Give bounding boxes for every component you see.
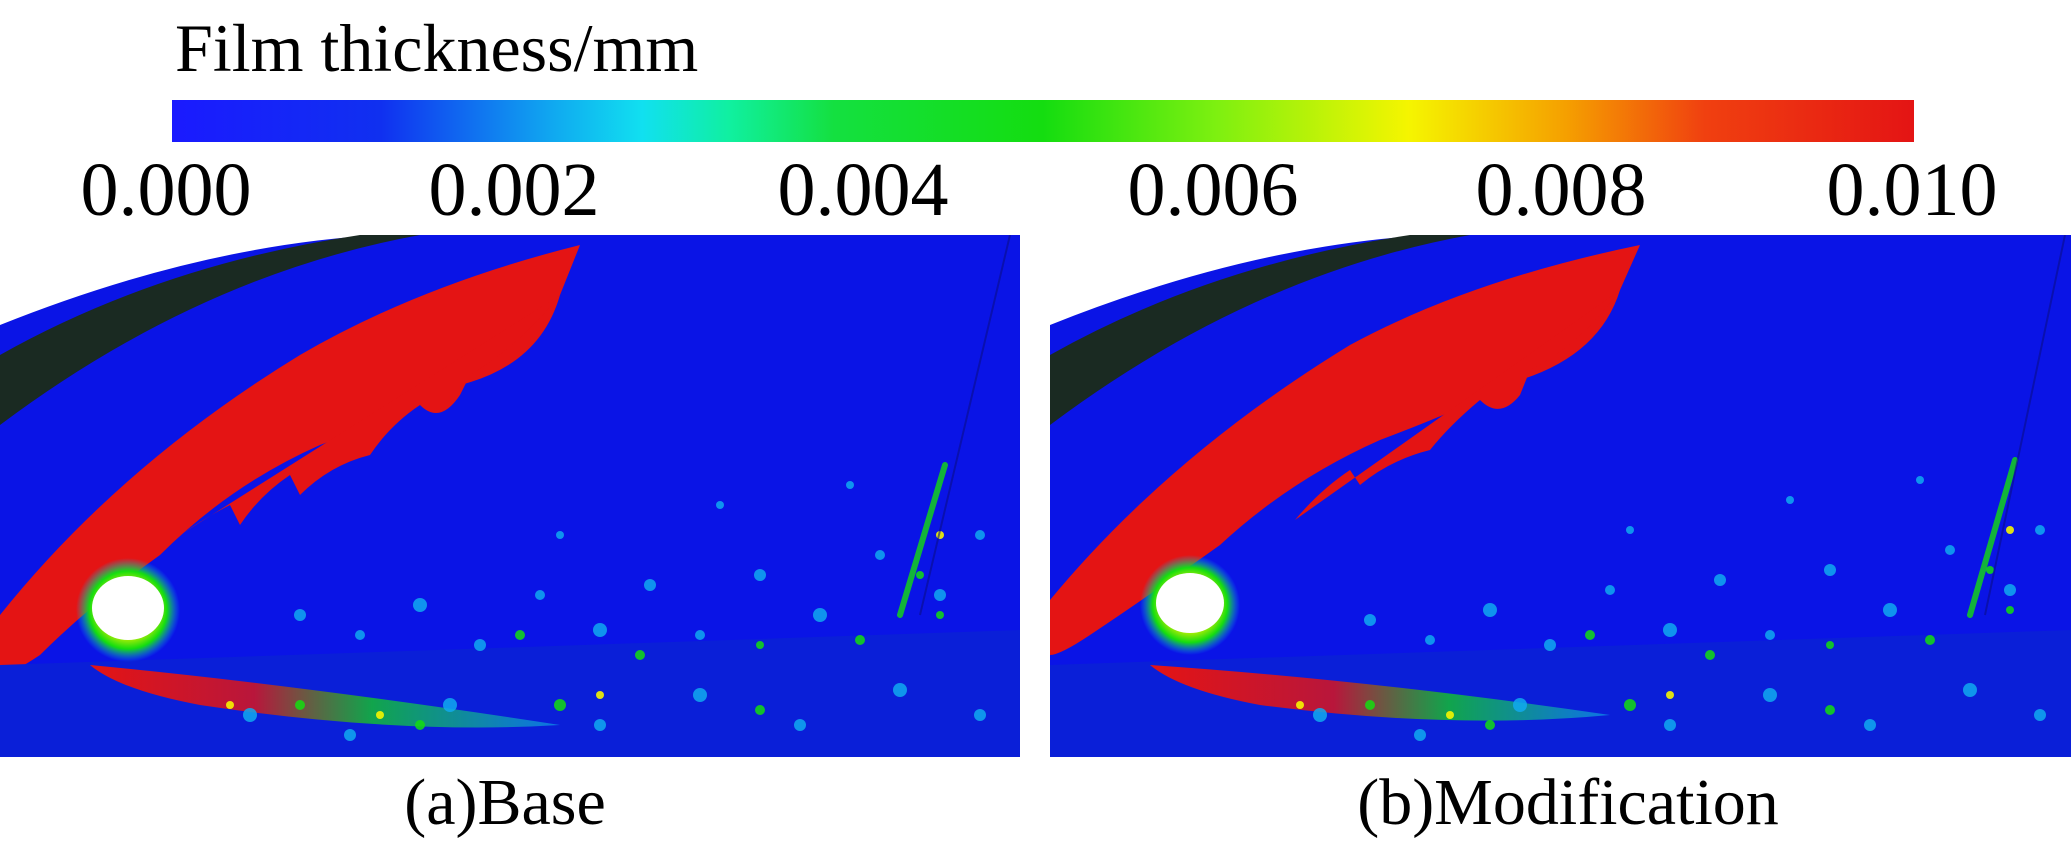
colorbar-tick: 0.004 [777, 148, 949, 232]
film-thickness-panel-base [0, 235, 1020, 757]
colorbar [172, 100, 1914, 142]
colorbar-tick: 0.006 [1127, 148, 1299, 232]
panel-caption-modification: (b)Modification [1357, 766, 1779, 839]
panel-caption-base: (a)Base [404, 766, 606, 839]
contour-image-modification [1050, 235, 2071, 757]
colorbar-tick: 0.008 [1475, 148, 1647, 232]
colorbar-tick: 0.010 [1826, 148, 1998, 232]
contour-image-base [0, 235, 1020, 757]
colorbar-tick: 0.002 [428, 148, 600, 232]
colorbar-title: Film thickness/mm [175, 10, 699, 86]
colorbar-tick: 0.000 [80, 148, 252, 232]
film-thickness-panel-modification [1050, 235, 2071, 757]
